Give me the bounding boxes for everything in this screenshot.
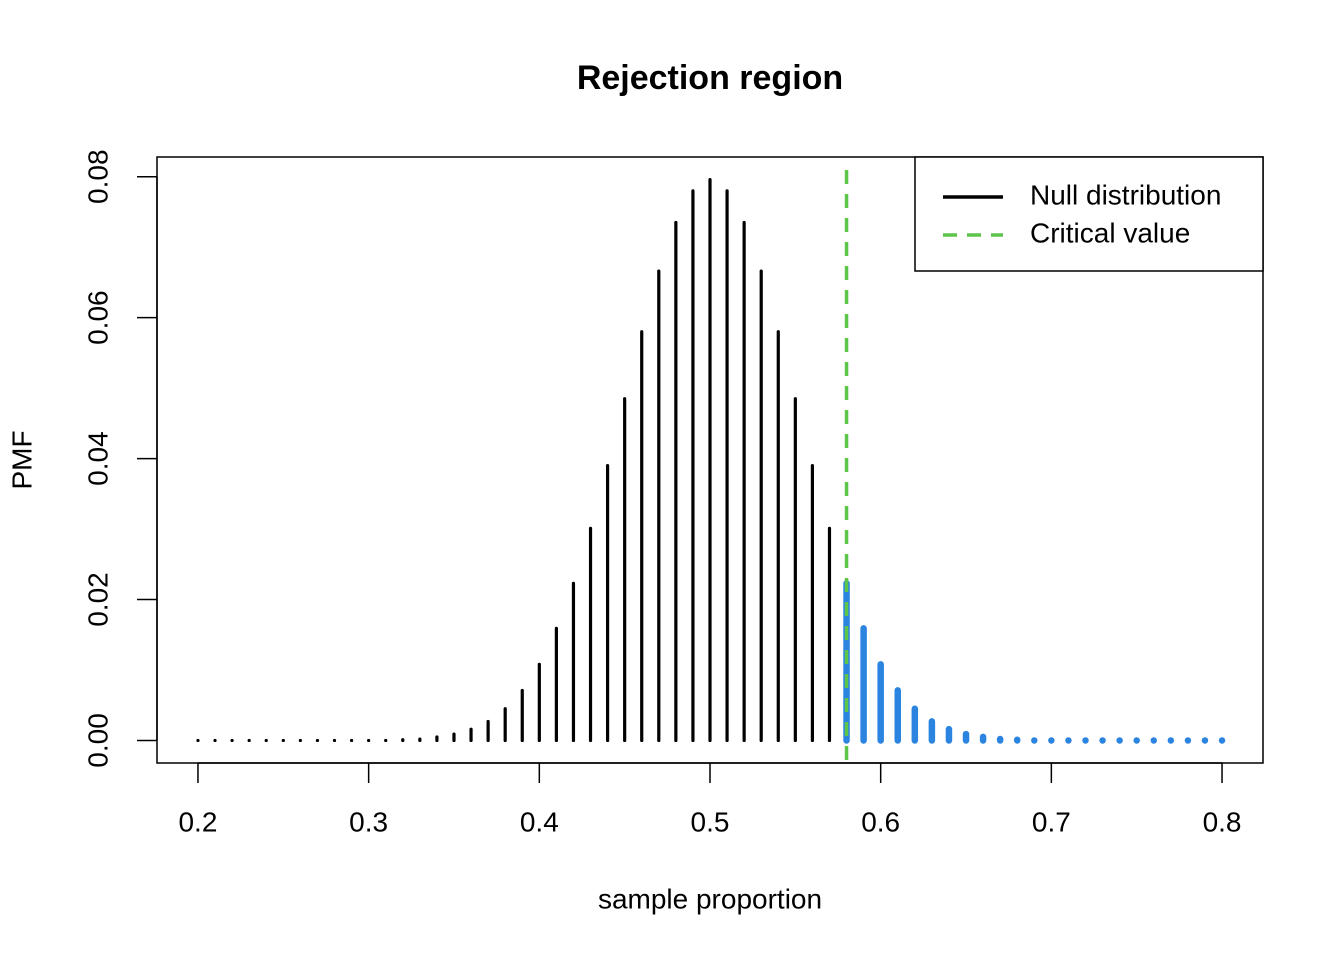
legend-label: Critical value — [1030, 217, 1190, 248]
x-tick-label: 0.5 — [691, 806, 730, 837]
x-tick-label: 0.3 — [349, 806, 388, 837]
x-tick-label: 0.4 — [520, 806, 559, 837]
chart-title: Rejection region — [577, 59, 843, 97]
y-tick-label: 0.08 — [82, 149, 113, 204]
legend-label: Null distribution — [1030, 179, 1221, 210]
x-tick-label: 0.8 — [1203, 806, 1242, 837]
x-tick-label: 0.6 — [861, 806, 900, 837]
y-tick-label: 0.06 — [82, 290, 113, 345]
y-tick-label: 0.02 — [82, 572, 113, 627]
y-tick-label: 0.04 — [82, 431, 113, 486]
y-axis-label: PMF — [6, 430, 37, 489]
x-axis-label: sample proportion — [598, 883, 822, 914]
x-tick-label: 0.7 — [1032, 806, 1071, 837]
x-tick-label: 0.2 — [178, 806, 217, 837]
legend-box — [914, 156, 1264, 272]
y-tick-label: 0.00 — [82, 713, 113, 768]
